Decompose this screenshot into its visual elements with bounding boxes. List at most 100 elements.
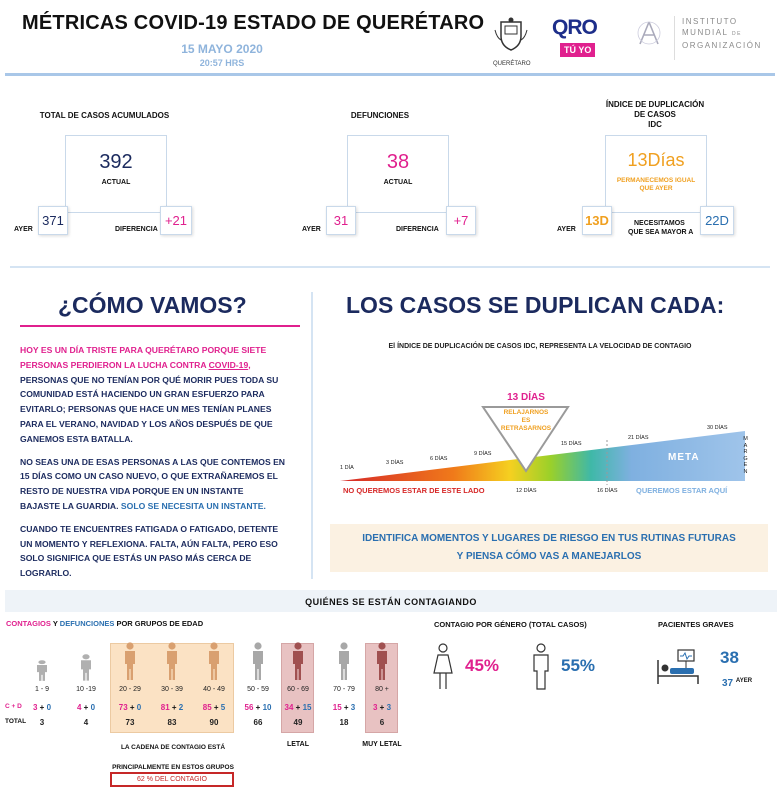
age-range-label: 60 - 69 <box>287 686 309 693</box>
queretaro-logo: QUERÉTARO <box>493 16 531 67</box>
idc-need-line2: QUE SEA MAYOR A <box>628 229 694 236</box>
banner-line1: IDENTIFICA MOMENTOS Y LUGARES DE RIESGO … <box>362 533 736 544</box>
contagios-value: 15 <box>332 703 342 712</box>
queremos-label: QUEREMOS ESTAR AQUÍ <box>636 486 728 495</box>
letal-group-bg <box>281 643 314 733</box>
graves-hoy: 38 <box>720 648 739 667</box>
casos-actual-value: 392 <box>99 151 133 173</box>
defunciones-actual-value: 38 <box>386 151 410 173</box>
cd-value: 73 + 0 <box>108 703 152 712</box>
person-figure-icon <box>81 654 91 681</box>
letal-label: LETAL <box>286 741 310 748</box>
defunciones-value: 0 <box>136 703 142 712</box>
hombres-pct: 55% <box>561 656 596 675</box>
defunciones-value: 15 <box>302 703 312 712</box>
p3-line1: CUANDO TE ENCUENTRES FATIGADA O FATIGADO… <box>20 523 279 534</box>
defunciones-ayer-label: AYER <box>302 226 321 233</box>
muy-letal-label: MUY LETAL <box>362 741 402 748</box>
coat-of-arms-icon <box>494 17 528 51</box>
contagios-value: 56 <box>244 703 254 712</box>
triangle-text: RELAJARNOS ES RETRASARNOS <box>488 409 564 433</box>
legend-rest: POR GRUPOS DE EDAD <box>114 619 204 628</box>
p3-line2: UN MOMENTO Y REFLEXIONA. FALTA, AÚN FALT… <box>20 538 278 549</box>
riesgo-banner: IDENTIFICA MOMENTOS Y LUGARES DE RIESGO … <box>330 524 768 572</box>
p1-line2: PERSONAS PERDIERON LA LUCHA CONTRA <box>20 359 209 370</box>
cd-row-label: C + D <box>5 703 22 710</box>
scale-label-21: 21 DÍAS <box>628 435 649 441</box>
genero-title: CONTAGIO POR GÉNERO (TOTAL CASOS) <box>434 620 587 629</box>
plus-sign: + <box>127 703 137 712</box>
total-value: 66 <box>253 718 263 727</box>
defunciones-value: 3 <box>350 703 356 712</box>
p2-line4a: BAJASTE LA GUARDIA. <box>20 500 121 511</box>
qro-logo-text: QRO <box>552 16 598 39</box>
p2-line4b: SOLO SE NECESITA UN INSTANTE. <box>120 500 266 511</box>
legend-defunciones: DEFUNCIONES <box>59 619 115 628</box>
plus-sign: + <box>169 703 179 712</box>
cd-value: 56 + 10 <box>236 703 280 712</box>
hombre-icon <box>533 643 549 690</box>
como-vamos-text: HOY ES UN DÍA TRISTE PARA QUERÉTARO PORQ… <box>20 343 310 581</box>
p2-line3: RESTO DE NUESTRA VIDA PORQUE EN UN INSTA… <box>20 486 244 497</box>
header-divider <box>5 73 775 76</box>
scale-label-3: 3 DÍAS <box>386 460 404 466</box>
tuyo-logo-text: TÚ YO <box>560 43 596 57</box>
scale-label-6: 6 DÍAS <box>430 456 448 462</box>
casos-actual-label: ACTUAL <box>101 179 131 186</box>
cadena-text: LA CADENA DE CONTAGIO ESTÁ PRINCIPALMENT… <box>100 738 246 778</box>
como-vamos-underline <box>20 325 300 327</box>
graves-ayer-value: 37 <box>722 678 734 689</box>
idc-ayer-box: 13D <box>582 206 612 235</box>
p1-line5: EVITARLO; PERSONAS QUE HACE UN MES TENÍA… <box>20 404 272 415</box>
idc-label-line3: IDC <box>648 120 662 129</box>
defunciones-diferencia-box: +7 <box>446 206 476 235</box>
age-legend: CONTAGIOS Y DEFUNCIONES POR GRUPOS DE ED… <box>6 619 203 628</box>
total-value: 49 <box>293 718 303 727</box>
defunciones-value: 5 <box>220 703 226 712</box>
legend-y: Y <box>50 619 60 628</box>
cd-value: 4 + 0 <box>64 703 108 712</box>
idc-need-line1: NECESITAMOS <box>634 220 685 227</box>
mark-12-label: 12 DÍAS <box>516 488 537 494</box>
queretaro-logo-text: QUERÉTARO <box>493 61 531 67</box>
casos-ayer-box: 371 <box>38 206 68 235</box>
p2-line1: NO SEAS UNA DE ESAS PERSONAS A LAS QUE C… <box>20 456 286 467</box>
p3-line3: SOLO SIGNIFICA QUE ESTÁS UN PASO MÁS CER… <box>20 553 252 564</box>
idc-scale-graphic <box>340 406 745 485</box>
institute-emblem-icon <box>637 21 661 45</box>
current-days-label: 13 DÍAS <box>507 392 545 403</box>
report-time: 20:57 HRS <box>199 58 245 68</box>
scale-label-9: 9 DÍAS <box>474 451 492 457</box>
person-figure-icon <box>253 642 263 680</box>
casos-ayer-label: AYER <box>14 226 33 233</box>
idc-need-label: NECESITAMOS QUE SEA MAYOR A <box>628 219 693 237</box>
p1-line6: PARA EL VERANO, NAVIDAD Y LOS AÑOS DESPU… <box>20 418 273 429</box>
cd-value: 85 + 5 <box>192 703 236 712</box>
institute-name-de: DE <box>731 31 742 37</box>
graves-ayer: 37 AYER <box>722 678 752 689</box>
p1-line1: HOY ES UN DÍA TRISTE PARA QUERÉTARO PORQ… <box>20 345 267 355</box>
defunciones-ayer-box: 31 <box>326 206 356 235</box>
institute-logo: INSTITUTO MUNDIAL DE ORGANIZACIÓN <box>636 16 776 64</box>
defunciones-value: 0 <box>90 703 96 712</box>
cadena-line1: LA CADENA DE CONTAGIO ESTÁ <box>120 744 226 751</box>
defunciones-diferencia-label: DIFERENCIA <box>396 226 439 233</box>
p1-line4: COMUNIDAD ESTÁ HACIENDO UN GRAN ESFUERZO… <box>20 389 265 400</box>
muy-letal-group-bg <box>365 643 398 733</box>
contagios-value: 3 <box>372 703 378 712</box>
idc-note: PERMANECEMOS IGUAL QUE AYER <box>606 177 706 193</box>
contagios-value: 34 <box>284 703 294 712</box>
mark-16-label: 16 DÍAS <box>597 488 618 494</box>
defunciones-value: 2 <box>178 703 184 712</box>
cadena-line2: PRINCIPALMENTE EN ESTOS GRUPOS <box>112 764 234 771</box>
duplican-subtitle: El ÍNDICE DE DUPLICACIÓN DE CASOS IDC, R… <box>388 343 692 350</box>
plus-sign: + <box>37 703 47 712</box>
plus-sign: + <box>293 703 303 712</box>
age-range-label: 1 - 9 <box>34 686 49 693</box>
p1-line3: PERSONAS QUE NO TENÍAN POR QUÉ MORIR PUE… <box>20 374 279 385</box>
contagiando-header-bar <box>5 590 777 612</box>
casos-label: TOTAL DE CASOS ACUMULADOS <box>39 111 170 120</box>
idc-actual-value: 13Días <box>627 150 685 170</box>
total-value: 18 <box>339 718 349 727</box>
age-range-label: 50 - 59 <box>247 686 269 693</box>
